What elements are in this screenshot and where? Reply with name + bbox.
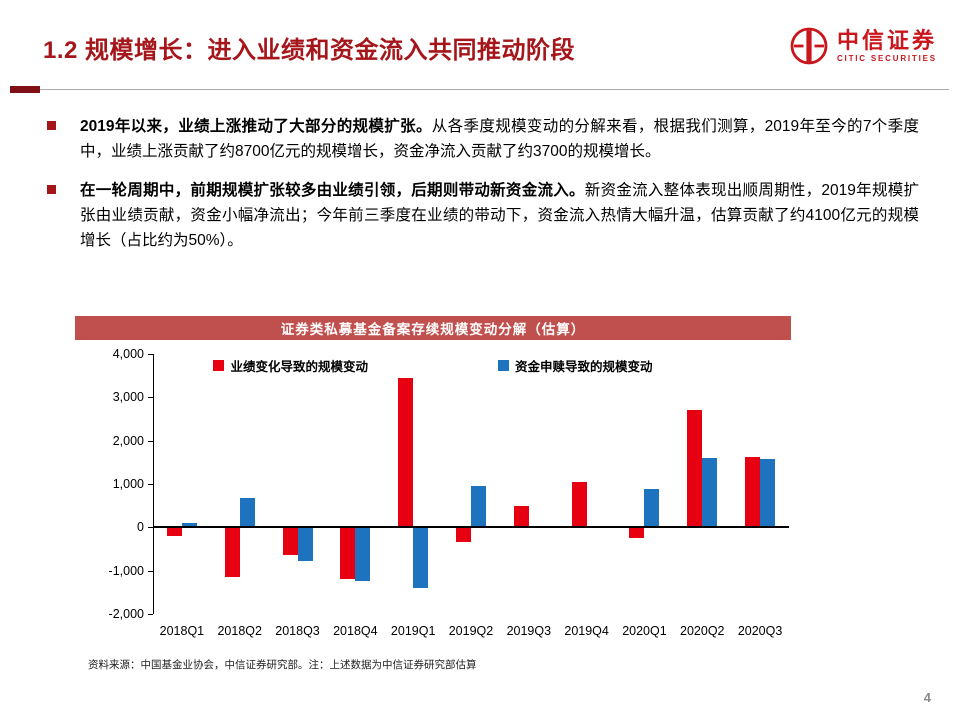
x-axis-label: 2019Q1 xyxy=(390,624,436,638)
bar-performance-2019Q3 xyxy=(513,505,529,528)
legend-label-performance: 业绩变化导致的规模变动 xyxy=(230,360,368,374)
bullet-lead: 2019年以来，业绩上涨推动了大部分的规模扩张。 xyxy=(80,118,432,135)
page-number: 4 xyxy=(923,690,931,705)
bar-performance-2018Q4 xyxy=(340,527,356,580)
x-axis-label: 2019Q2 xyxy=(448,624,494,638)
bar-performance-2018Q3 xyxy=(282,527,298,556)
x-axis-label: 2020Q3 xyxy=(737,624,783,638)
chart-area: 业绩变化导致的规模变动 资金申赎导致的规模变动 4,000 3,000 2,000 1… xyxy=(75,340,791,642)
x-axis-label: 2020Q1 xyxy=(622,624,667,638)
x-axis-label: 2018Q3 xyxy=(275,624,320,638)
bar-net-flows-2018Q3 xyxy=(297,527,313,562)
bullet-item-2: 在一轮周期中，前期规模扩张较多由业绩引领，后期则带动新资金流入。新资金流入整体表… xyxy=(45,178,919,253)
divider-accent xyxy=(10,86,40,93)
y-axis-tick xyxy=(148,614,153,615)
bar-net-flows-2019Q2 xyxy=(471,486,486,528)
bullet-text: 2019年以来，业绩上涨推动了大部分的规模扩张。从各季度规模变动的分解来看，根据… xyxy=(80,118,919,160)
y-axis-label: -2,000 xyxy=(108,607,144,621)
bar-net-flows-2020Q2 xyxy=(702,458,718,528)
body-text: 2019年以来，业绩上涨推动了大部分的规模扩张。从各季度规模变动的分解来看，根据… xyxy=(45,114,919,267)
legend-swatch-red xyxy=(213,360,225,371)
bar-performance-2019Q4 xyxy=(571,481,587,528)
citic-logo-icon xyxy=(790,27,828,65)
bar-performance-2019Q2 xyxy=(456,527,471,543)
chart-legend: 业绩变化导致的规模变动 资金申赎导致的规模变动 xyxy=(75,356,791,375)
chart: 证券类私募基金备案存续规模变动分解（估算） 业绩变化导致的规模变动 资金申赎导致… xyxy=(75,316,791,642)
bullet-body: 新资金流入整体表现出顺周期性，2019年规模扩张由业绩贡献，资金小幅净流出；今年… xyxy=(80,182,919,249)
y-axis-label: 1,000 xyxy=(112,477,144,491)
x-axis-label: 2019Q3 xyxy=(506,624,552,638)
bar-net-flows-2020Q1 xyxy=(644,489,660,528)
bar-performance-2020Q1 xyxy=(629,527,645,539)
x-axis-label: 2018Q2 xyxy=(217,624,262,638)
y-axis-tick xyxy=(148,527,153,529)
y-axis-label: 3,000 xyxy=(112,390,144,405)
bar-net-flows-2018Q1 xyxy=(181,523,197,528)
bullet-square-icon xyxy=(47,121,56,130)
x-axis-label: 2020Q2 xyxy=(680,624,725,638)
bullet-body: 从各季度规模变动的分解来看，根据我们测算，2019年至今的7个季度中，业绩上涨贡… xyxy=(80,118,919,160)
bar-performance-2018Q1 xyxy=(166,527,182,536)
y-axis-line xyxy=(153,354,154,614)
logo-name-en: CITIC SECURITIES xyxy=(836,53,937,63)
y-axis-label: 2,000 xyxy=(112,433,144,448)
x-axis-label: 2018Q4 xyxy=(333,624,378,638)
x-axis-label: 2019Q4 xyxy=(564,624,609,638)
logo-name-cn: 中信证券 xyxy=(836,27,937,53)
legend-item-flows: 资金申赎导致的规模变动 xyxy=(498,356,653,375)
legend-swatch-blue xyxy=(498,360,509,371)
y-axis-label: 4,000 xyxy=(112,347,144,361)
y-axis-tick xyxy=(148,397,153,399)
bullet-text: 在一轮周期中，前期规模扩张较多由业绩引领，后期则带动新资金流入。新资金流入整体表… xyxy=(80,182,919,249)
legend-label-flows: 资金申赎导致的规模变动 xyxy=(515,360,653,374)
y-axis-tick xyxy=(148,570,153,572)
divider-line xyxy=(10,89,949,90)
bar-performance-2020Q3 xyxy=(745,457,761,528)
x-axis-label: 2018Q1 xyxy=(159,624,205,638)
bullet-lead: 在一轮周期中，前期规模扩张较多由业绩引领，后期则带动新资金流入。 xyxy=(80,182,585,199)
y-axis-tick xyxy=(148,484,153,485)
bar-net-flows-2019Q1 xyxy=(413,527,429,588)
bar-net-flows-2018Q4 xyxy=(355,527,371,582)
bar-performance-2018Q2 xyxy=(224,527,240,578)
bar-performance-2020Q2 xyxy=(687,410,703,528)
chart-title: 证券类私募基金备案存续规模变动分解（估算） xyxy=(75,316,791,340)
bullet-item-1: 2019年以来，业绩上涨推动了大部分的规模扩张。从各季度规模变动的分解来看，根据… xyxy=(45,114,919,164)
bar-net-flows-2020Q3 xyxy=(760,458,776,528)
legend-item-performance: 业绩变化导致的规模变动 xyxy=(213,356,368,375)
citic-logo: 中信证券 CITIC SECURITIES xyxy=(789,26,937,66)
logo-wordmark: 中信证券 CITIC SECURITIES xyxy=(836,27,937,64)
header-divider xyxy=(10,86,949,94)
bar-performance-2019Q1 xyxy=(398,377,414,528)
page-title: 1.2 规模增长：进入业绩和资金流入共同推动阶段 xyxy=(43,37,576,64)
y-axis-label: -1,000 xyxy=(108,563,144,578)
y-axis-tick xyxy=(148,440,153,442)
bar-net-flows-2018Q2 xyxy=(239,497,255,528)
source-note: 资料来源：中国基金业协会，中信证券研究部。注：上述数据为中信证券研究部估算 xyxy=(88,659,477,671)
bullet-square-icon xyxy=(47,185,56,194)
y-axis-tick xyxy=(148,354,153,355)
chart-plot: 4,000 3,000 2,000 1,000 0 -1,000 -2,000 2018Q1 2… xyxy=(109,347,789,638)
x-axis-zero-line xyxy=(153,526,789,529)
y-axis-label: 0 xyxy=(137,520,144,535)
